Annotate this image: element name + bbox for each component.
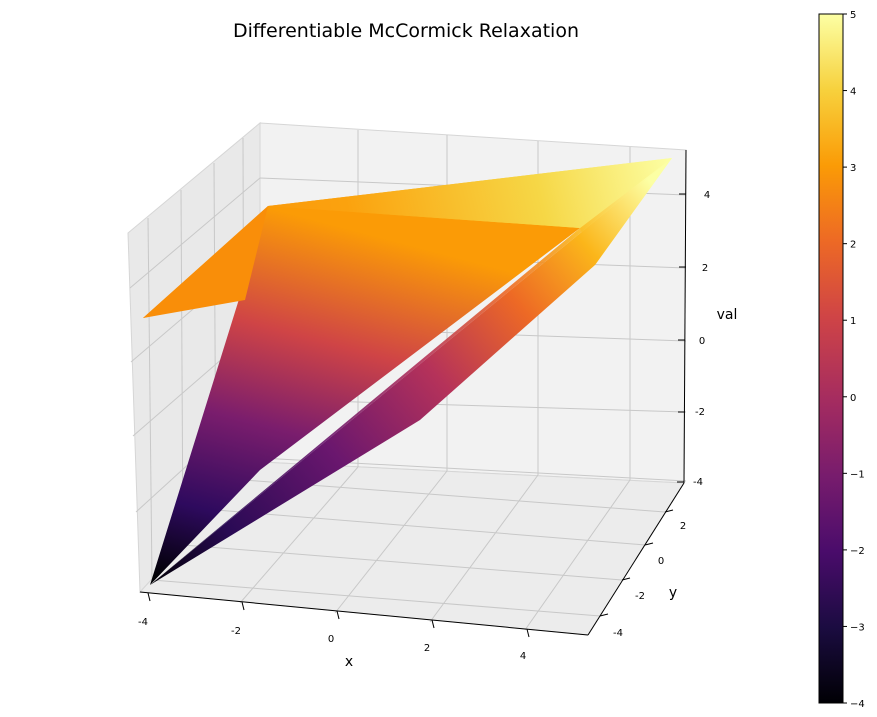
- x-axis-line: [139, 591, 589, 636]
- colorbar-tick-label: 2: [850, 240, 856, 251]
- colorbar-tick-label: 4: [850, 87, 856, 98]
- colorbar-tick-label: −4: [850, 699, 865, 710]
- colorbar-tick-label: −1: [850, 469, 865, 480]
- colorbar-tick-label: −3: [850, 622, 865, 633]
- x-tick-label: -4: [138, 617, 148, 628]
- x-axis-label: x: [345, 654, 353, 670]
- colorbar-tick-label: −2: [850, 546, 865, 557]
- surface-front-ridge: [150, 158, 672, 585]
- y-tick-label: 0: [658, 556, 664, 567]
- y-tick-label: -4: [613, 628, 623, 639]
- x-tick-label: 0: [328, 634, 334, 645]
- colorbar-tick-label: 3: [850, 163, 856, 174]
- y-ticks: -4 -2 0 2: [599, 509, 686, 639]
- colorbar-tick-label: 5: [850, 10, 856, 21]
- axis-lines: [139, 149, 687, 636]
- colorbar-tick-label: 0: [850, 393, 856, 404]
- z-axis-label: val: [717, 307, 738, 323]
- x-tick-label: 2: [424, 643, 430, 654]
- y-tick-label: -2: [635, 591, 645, 602]
- x-tick-label: 4: [520, 651, 526, 662]
- z-tick-label: 2: [702, 263, 708, 274]
- y-axis-line: [587, 482, 685, 636]
- z-tick-label: 4: [704, 190, 710, 201]
- z-ticks: -4 -2 0 2 4: [677, 190, 710, 488]
- surface-left-slope: [150, 206, 580, 585]
- surface-top-cap: [268, 158, 672, 228]
- z-tick-label: 0: [699, 336, 705, 347]
- y-tick-label: 2: [680, 521, 686, 532]
- y-axis-label: y: [669, 585, 677, 601]
- surface-left-wing: [143, 206, 268, 318]
- x-tick-label: -2: [231, 626, 241, 637]
- colorbar-ticks: −4 −3 −2 −1 0 1 2 3 4 5: [843, 10, 865, 710]
- colorbar-tick-label: 1: [850, 316, 856, 327]
- z-tick-label: -4: [693, 477, 703, 488]
- z-tick-label: -2: [695, 407, 705, 418]
- z-axis-line: [683, 149, 687, 484]
- surface: [143, 158, 672, 585]
- colorbar: −4 −3 −2 −1 0 1 2 3 4 5: [818, 10, 865, 710]
- x-ticks: -4 -2 0 2 4: [138, 592, 530, 662]
- colorbar-gradient: [818, 13, 844, 704]
- chart-title: Differentiable McCormick Relaxation: [233, 20, 579, 42]
